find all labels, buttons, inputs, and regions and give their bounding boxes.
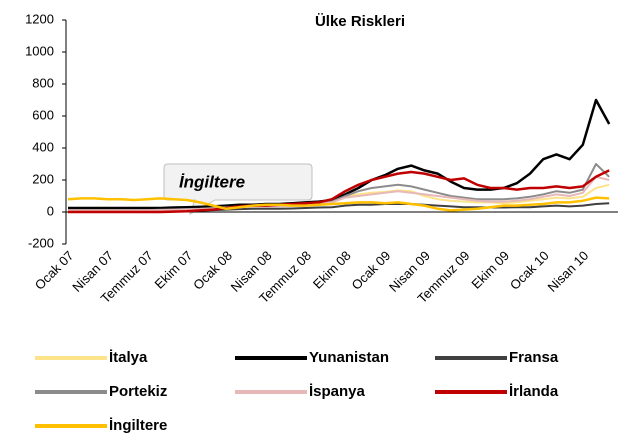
y-tick-label: 0 — [47, 203, 54, 218]
x-tick-label: Ekim 07 — [152, 248, 196, 292]
x-tick-label: Ekim 09 — [468, 248, 512, 292]
series-line — [68, 169, 610, 214]
annotation: İngiltere — [179, 172, 245, 191]
series-line — [67, 196, 610, 212]
legend-label: İrlanda — [509, 383, 559, 400]
y-tick-label: 600 — [32, 107, 54, 122]
chart-title: Ülke Riskleri — [315, 13, 405, 30]
y-tick-label: 800 — [32, 75, 54, 90]
legend-label: İtalya — [109, 349, 148, 366]
y-tick-label: 200 — [32, 171, 54, 186]
legend-label: Portekiz — [109, 383, 167, 400]
legend-label: Fransa — [509, 349, 559, 366]
legend-label: İspanya — [309, 383, 366, 400]
y-tick-label: -200 — [28, 235, 54, 250]
legend-label: Yunanistan — [309, 349, 389, 366]
series-line — [68, 175, 610, 212]
y-tick-label: 1200 — [25, 11, 54, 26]
legend-label: İngiltere — [109, 417, 167, 434]
y-tick-label: 400 — [32, 139, 54, 154]
x-tick-label: Nisan 10 — [544, 248, 591, 295]
series-line — [68, 98, 611, 210]
y-tick-label: 1000 — [25, 43, 54, 58]
x-tick-label: Ekim 08 — [310, 248, 354, 292]
